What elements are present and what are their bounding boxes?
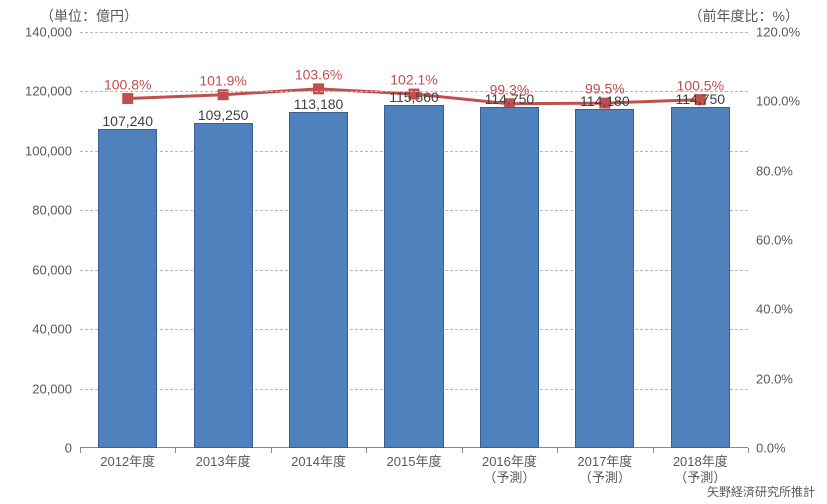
y-left-tick: 120,000	[25, 84, 80, 99]
line-value-label: 102.1%	[390, 72, 437, 88]
bar-value-label: 113,180	[294, 96, 344, 112]
bar	[289, 112, 348, 448]
x-category-label: 2013年度	[196, 448, 251, 470]
y-right-tick: 120.0%	[748, 25, 800, 40]
y-right-tick: 40.0%	[748, 302, 793, 317]
y-left-axis-title: （単位：億円）	[40, 6, 138, 26]
y-right-tick: 0.0%	[748, 441, 786, 456]
line-marker	[123, 94, 133, 104]
x-tick	[653, 448, 654, 453]
y-left-tick: 140,000	[25, 25, 80, 40]
y-left-tick: 20,000	[32, 381, 80, 396]
x-category-label: 2017年度 （予測）	[577, 448, 632, 487]
y-left-tick: 60,000	[32, 262, 80, 277]
plot-area: 020,00040,00060,00080,000100,000120,0001…	[80, 32, 748, 448]
y-left-tick: 40,000	[32, 322, 80, 337]
line-value-label: 101.9%	[199, 72, 246, 88]
y-right-tick: 20.0%	[748, 371, 793, 386]
y-right-tick: 100.0%	[748, 94, 800, 109]
bar	[384, 105, 443, 448]
chart-credit: 矢野経済研究所推計	[707, 483, 815, 500]
y-left-tick: 100,000	[25, 143, 80, 158]
line-value-label: 99.5%	[585, 81, 625, 97]
y-right-tick: 80.0%	[748, 163, 793, 178]
bar	[575, 109, 634, 448]
line-value-label: 100.8%	[104, 76, 151, 92]
bar	[194, 123, 253, 448]
bar	[671, 107, 730, 448]
x-category-label: 2016年度 （予測）	[482, 448, 537, 487]
y-left-tick: 80,000	[32, 203, 80, 218]
x-tick	[80, 448, 81, 453]
x-tick	[462, 448, 463, 453]
x-tick	[175, 448, 176, 453]
line-value-label: 99.3%	[490, 81, 530, 97]
x-category-label: 2012年度	[100, 448, 155, 470]
x-category-label: 2015年度	[387, 448, 442, 470]
gridline	[80, 32, 748, 33]
bar	[480, 107, 539, 448]
bar-value-label: 107,240	[102, 113, 153, 129]
bar-value-label: 114,750	[675, 91, 725, 107]
x-tick	[748, 448, 749, 453]
x-tick	[557, 448, 558, 453]
x-category-label: 2018年度 （予測）	[673, 448, 728, 487]
bar-value-label: 109,250	[198, 107, 249, 123]
bar-value-label: 115,560	[389, 89, 439, 105]
x-tick	[271, 448, 272, 453]
y-right-tick: 60.0%	[748, 233, 793, 248]
x-category-label: 2014年度	[291, 448, 346, 470]
x-tick	[366, 448, 367, 453]
bar	[98, 129, 157, 448]
line-value-label: 100.5%	[677, 77, 724, 93]
y-right-axis-title: （前年度比：%）	[689, 6, 799, 26]
line-value-label: 103.6%	[295, 66, 342, 82]
chart-container: （単位：億円） （前年度比：%） 020,00040,00060,00080,0…	[0, 0, 827, 504]
y-left-tick: 0	[65, 441, 80, 456]
